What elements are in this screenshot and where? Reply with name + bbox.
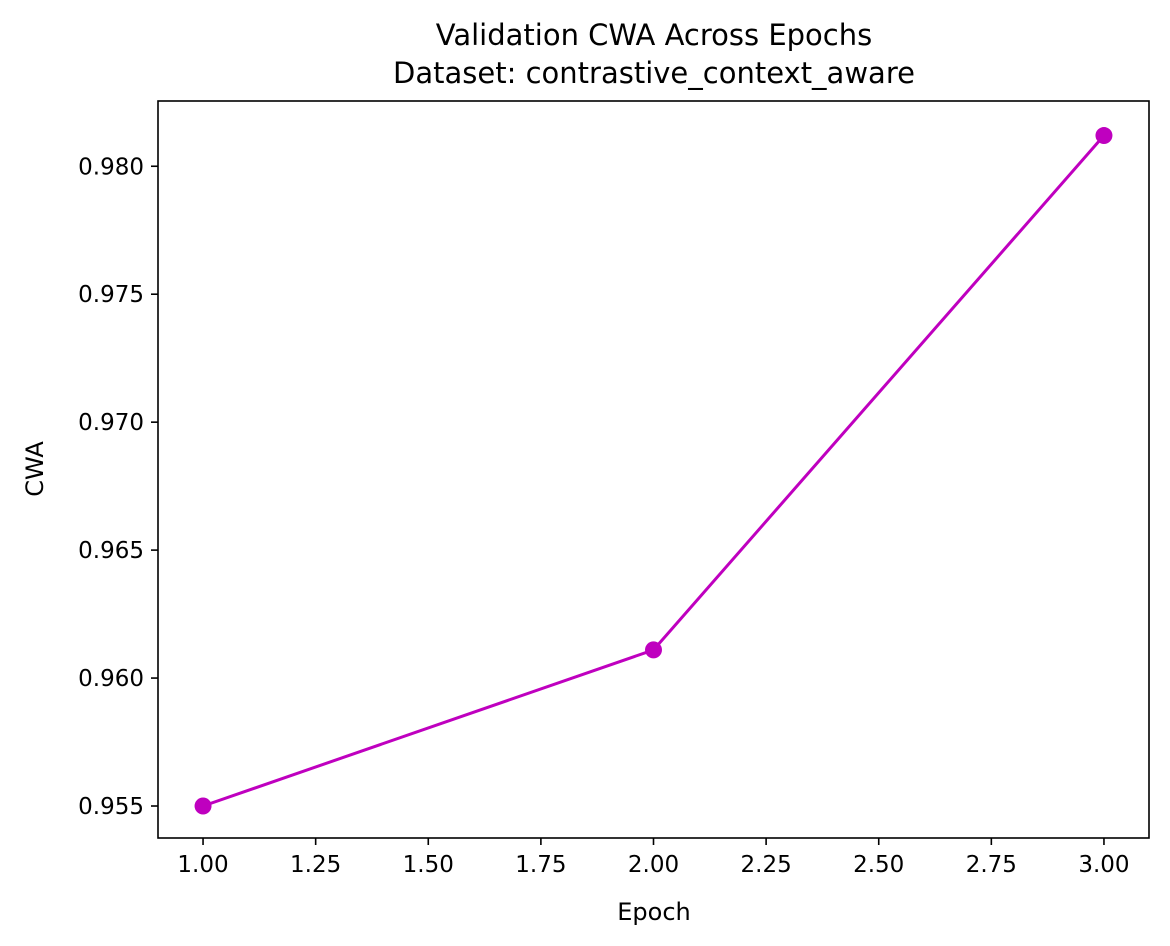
y-tick-label: 0.980 [78,154,144,180]
x-tick-label: 2.00 [628,852,679,878]
x-tick-label: 2.25 [741,852,792,878]
data-point [194,797,212,815]
x-tick-label: 1.25 [290,852,341,878]
plot-frame [157,100,1150,839]
y-tick-label: 0.955 [78,794,144,820]
chart-title: Validation CWA Across Epochs [436,18,872,52]
y-axis-label: CWA [21,441,49,497]
series-layer [194,127,1113,815]
y-tick-label: 0.970 [78,410,144,436]
x-tick-label: 2.75 [966,852,1017,878]
x-axis-label: Epoch [617,898,691,926]
y-axis-ticks: 0.955 0.960 0.965 0.970 0.975 0.980 [78,154,158,820]
y-tick-label: 0.965 [78,538,144,564]
y-tick-label: 0.960 [78,666,144,692]
x-tick-label: 2.50 [853,852,904,878]
x-tick-label: 1.75 [515,852,566,878]
chart-subtitle: Dataset: contrastive_context_aware [393,56,915,90]
data-point [1095,127,1113,145]
x-tick-label: 1.00 [177,852,228,878]
x-tick-label: 1.50 [403,852,454,878]
x-tick-label: 3.00 [1078,852,1129,878]
data-point [645,641,662,659]
y-tick-label: 0.975 [78,282,144,308]
x-axis-ticks: 1.00 1.25 1.50 1.75 2.00 2.25 2.50 2.75 3.00 [177,838,1130,878]
